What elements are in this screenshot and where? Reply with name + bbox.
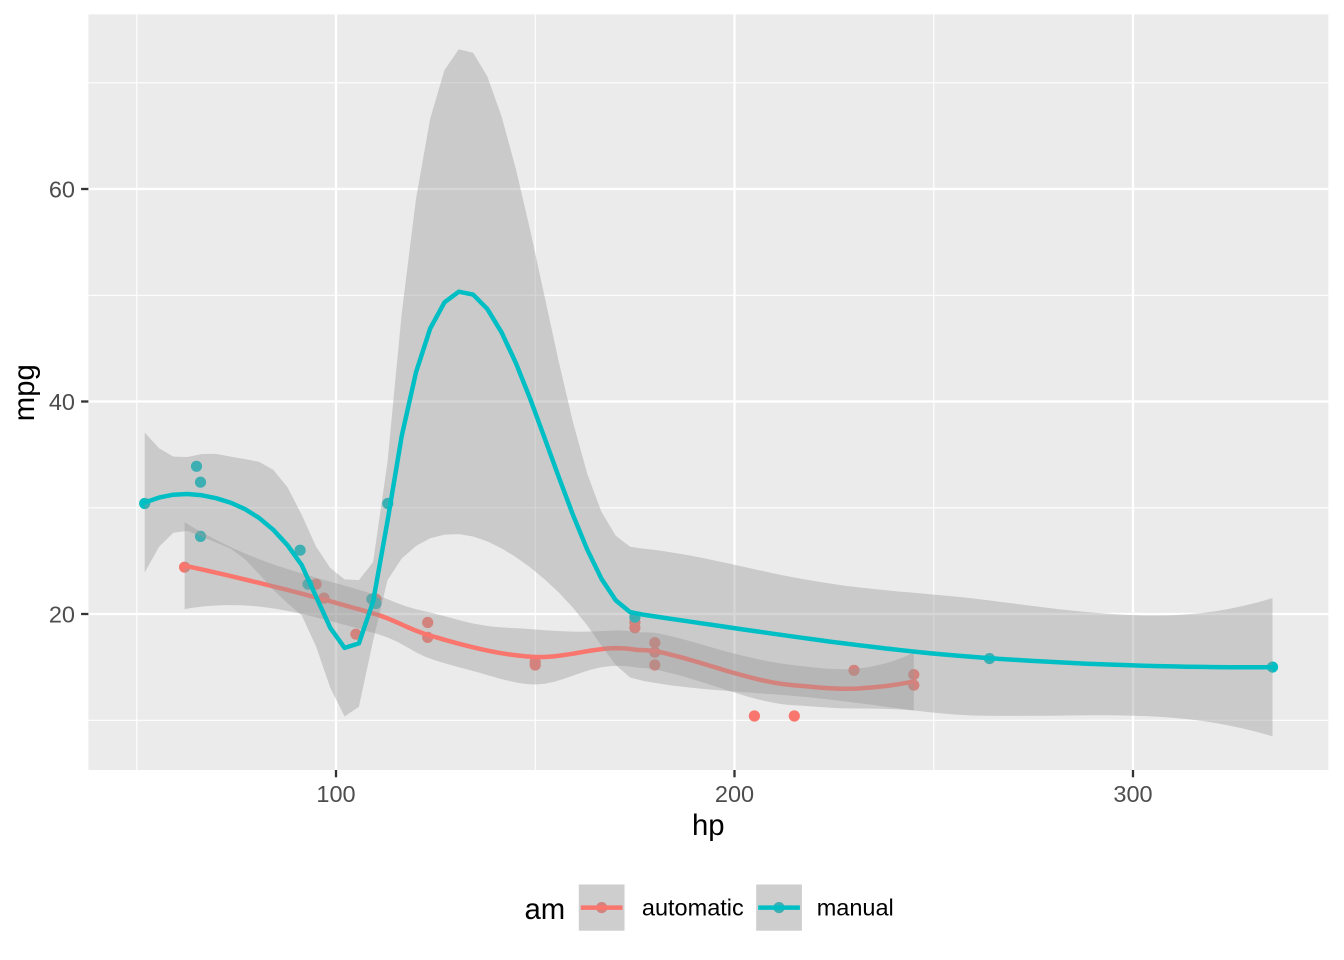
svg-text:300: 300 — [1113, 781, 1152, 807]
svg-text:am: am — [525, 893, 566, 926]
svg-text:manual: manual — [817, 894, 894, 920]
svg-text:20: 20 — [49, 601, 75, 627]
svg-text:hp: hp — [692, 809, 725, 842]
svg-text:mpg: mpg — [8, 364, 41, 421]
svg-text:automatic: automatic — [642, 894, 744, 920]
svg-text:60: 60 — [49, 176, 75, 202]
svg-text:40: 40 — [49, 389, 75, 415]
svg-text:200: 200 — [715, 781, 754, 807]
svg-text:100: 100 — [316, 781, 355, 807]
